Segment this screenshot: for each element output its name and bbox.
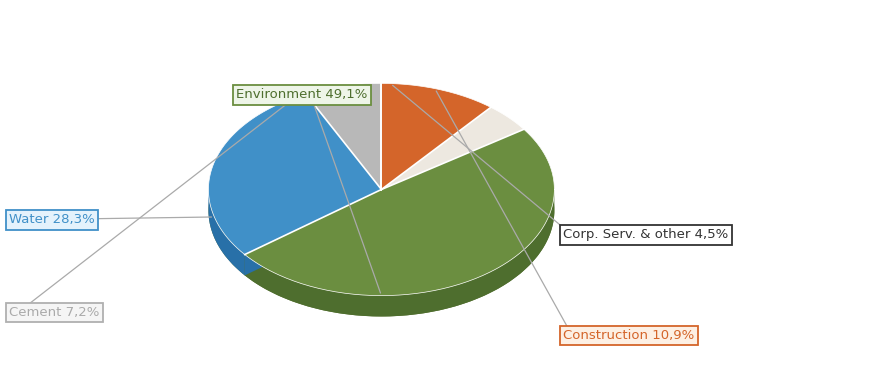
Text: Cement 7,2%: Cement 7,2% xyxy=(9,306,99,319)
Text: Water 28,3%: Water 28,3% xyxy=(9,213,95,226)
Polygon shape xyxy=(245,129,554,296)
Polygon shape xyxy=(381,107,524,190)
Text: Corp. Serv. & other 4,5%: Corp. Serv. & other 4,5% xyxy=(563,229,727,241)
Polygon shape xyxy=(381,83,490,190)
Text: Construction 10,9%: Construction 10,9% xyxy=(563,329,694,342)
Polygon shape xyxy=(245,190,381,276)
Polygon shape xyxy=(306,83,381,190)
Text: Environment 49,1%: Environment 49,1% xyxy=(236,88,367,101)
Polygon shape xyxy=(208,94,381,255)
Polygon shape xyxy=(245,191,554,316)
Polygon shape xyxy=(245,190,381,276)
Polygon shape xyxy=(208,190,245,276)
Ellipse shape xyxy=(208,104,554,316)
